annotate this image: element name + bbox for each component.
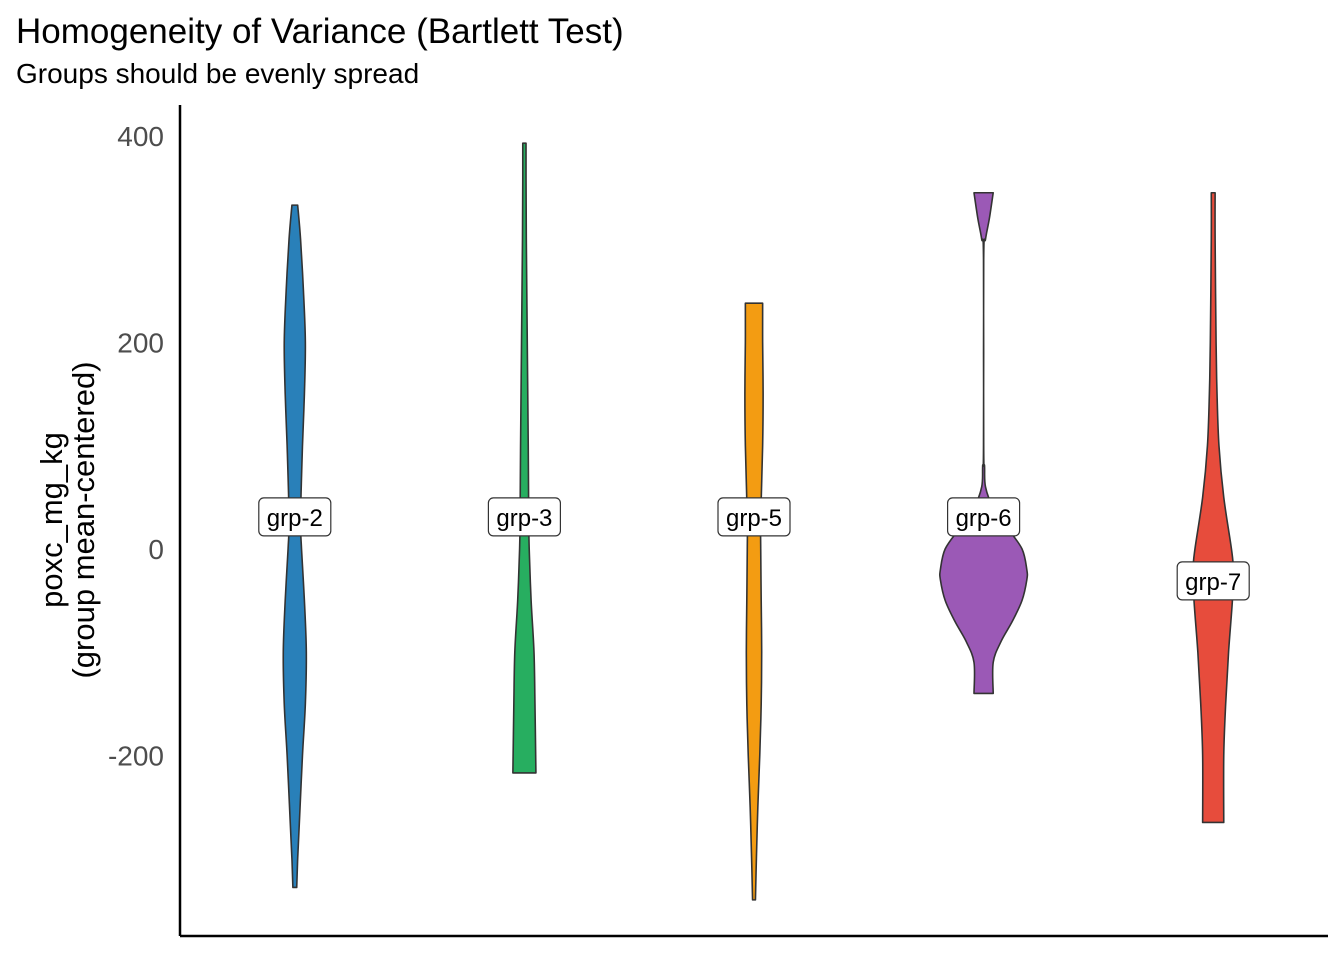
violin-grp-2 [282,204,308,889]
group-label-grp-3: grp-3 [487,497,561,537]
chart-subtitle: Groups should be evenly spread [16,58,420,89]
violin-grp-5 [744,302,764,901]
group-label-grp-5: grp-5 [717,497,791,537]
group-label-grp-2: grp-2 [258,497,332,537]
y-axis-title: poxc_mg_kg (group mean-centered) [34,361,101,678]
y-axis-title-line-2: (group mean-centered) [66,361,101,678]
y-tick-label: 400 [117,121,164,152]
chart-title: Homogeneity of Variance (Bartlett Test) [16,12,624,51]
group-label-box [487,497,561,537]
violins-layer [282,142,1235,901]
group-label-text: grp-7 [1185,569,1241,596]
group-label-grp-7: grp-7 [1176,561,1250,601]
group-label-text: grp-6 [956,505,1012,532]
violin-grp-6 [939,191,1029,695]
group-label-box [946,497,1021,537]
group-label-box [258,497,332,537]
group-label-grp-6: grp-6 [946,497,1021,537]
group-label-text: grp-2 [267,505,323,532]
violin-grp-3 [512,142,537,774]
group-label-box [717,497,791,537]
violin-grp-7 [1192,191,1235,824]
group-label-text: grp-3 [496,505,552,532]
group-label-text: grp-5 [726,505,782,532]
y-axis-title-line-1: poxc_mg_kg [34,432,69,608]
group-labels-layer: grp-2 grp-3 grp-5 grp-6 grp-7 [258,497,1250,601]
y-tick-labels: -200 0 200 400 [108,121,164,771]
y-tick-label: -200 [108,740,164,771]
group-label-box [1176,561,1250,601]
y-tick-label: 0 [148,534,164,565]
y-tick-label: 200 [117,327,164,358]
